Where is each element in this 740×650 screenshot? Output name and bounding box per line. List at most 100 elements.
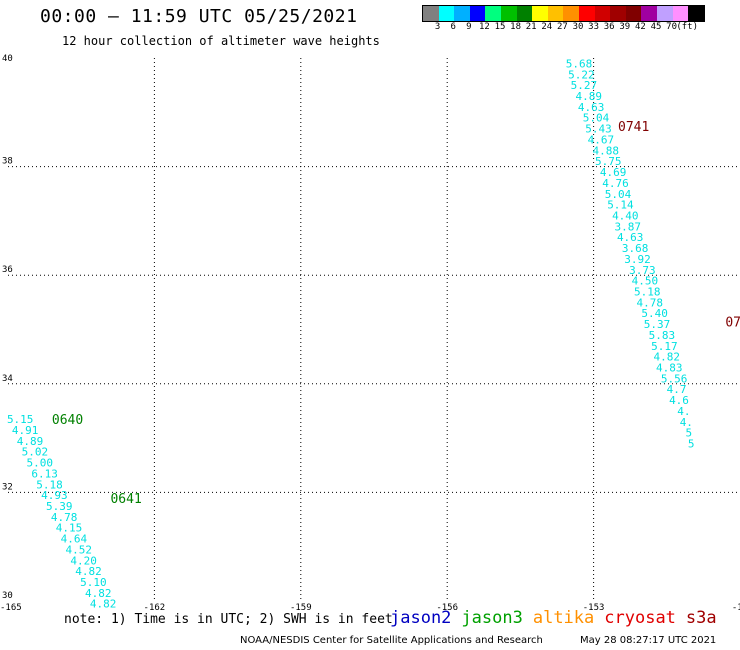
legend-jason2: jason2 <box>390 608 452 628</box>
wave-height-value: 4.82 <box>90 598 117 611</box>
wave-height-value: 5.15 <box>7 413 34 426</box>
color-swatch <box>485 6 501 21</box>
legend-s3a: s3a <box>685 608 717 628</box>
wave-height-value: 5.17 <box>651 340 678 353</box>
color-scale-label: 33 <box>588 22 600 32</box>
legend-jason3: jason3 <box>461 608 523 628</box>
wave-height-value: 4.67 <box>588 133 615 146</box>
wave-height-value: 4.69 <box>600 166 627 179</box>
map-subtitle: 12 hour collection of altimeter wave hei… <box>62 34 380 48</box>
wave-height-value: 4.82 <box>85 587 112 600</box>
color-scale-label: 3 <box>434 22 441 32</box>
generated-timestamp: May 28 08:27:17 UTC 2021 <box>580 635 717 646</box>
wave-height-value: 5.43 <box>585 123 612 136</box>
color-swatch <box>641 6 657 21</box>
color-swatch <box>656 6 673 21</box>
wave-height-value: 4.89 <box>17 435 44 448</box>
wave-height-value: 4.93 <box>41 489 68 502</box>
axis-ticks: -165 -162 -159 -156 -153 -15 40 38 36 34 32 30 <box>0 54 740 613</box>
color-swatch <box>438 6 455 21</box>
wave-height-value: 4.15 <box>56 522 83 535</box>
color-scale-label: 42 <box>634 22 646 32</box>
wave-height-value: 4.63 <box>617 231 644 244</box>
x-tick-label: -162 <box>144 603 166 613</box>
wave-height-value: 5.27 <box>571 79 598 92</box>
wave-height-value: 4.50 <box>632 275 659 288</box>
color-scale-label: 27 <box>556 22 568 32</box>
color-scale-label: 6 <box>450 22 456 32</box>
wave-height-value: 4.78 <box>636 296 663 309</box>
color-scale-label: 21 <box>525 22 537 32</box>
color-scale-label: 12 <box>478 22 490 32</box>
wave-height-value: 5.02 <box>22 446 49 459</box>
color-swatch <box>454 6 470 21</box>
pass-time-label: 0741 <box>618 120 649 135</box>
pass-time-label: 07 <box>725 315 740 330</box>
color-swatch <box>423 6 439 21</box>
wave-height-value: 5 <box>685 427 692 440</box>
credit-line: NOAA/NESDIS Center for Satellite Applica… <box>240 635 543 646</box>
pass-time-labels: 0640 0641 0741 07 <box>52 120 740 507</box>
wave-height-value: 4.83 <box>656 362 683 375</box>
wave-height-value: 5.14 <box>607 199 634 212</box>
x-tick-label: -15 <box>732 603 740 613</box>
y-tick-label: 38 <box>2 157 13 167</box>
color-swatch <box>500 6 517 21</box>
wave-height-value: 3.73 <box>629 264 656 277</box>
color-scale-label: 70 <box>666 22 678 32</box>
color-swatch <box>672 6 689 21</box>
map-title: 00:00 – 11:59 UTC 05/25/2021 <box>40 6 358 27</box>
wave-height-value: 5.04 <box>605 188 632 201</box>
color-swatch <box>610 6 626 21</box>
y-tick-label: 40 <box>2 54 13 64</box>
wave-height-value: 4. <box>680 416 693 429</box>
wave-height-value: 4.88 <box>593 144 620 157</box>
color-swatch <box>547 6 564 21</box>
wave-height-value: 4.7 <box>667 383 687 396</box>
color-swatch <box>594 6 611 21</box>
wave-height-value: 5.10 <box>80 576 107 589</box>
wave-height-value: 3.87 <box>615 220 642 233</box>
wave-height-value: 4.52 <box>66 543 93 556</box>
x-tick-label: -153 <box>583 603 605 613</box>
color-scale-label: 24 <box>541 22 553 32</box>
color-swatch <box>516 6 533 21</box>
wave-height-value: 5.18 <box>634 285 661 298</box>
wave-height-value: 4.89 <box>575 90 602 103</box>
y-tick-label: 34 <box>2 374 13 384</box>
color-scale-label: 30 <box>572 22 584 32</box>
pass-time-label: 0641 <box>110 492 141 507</box>
color-swatch <box>532 6 548 21</box>
wave-height-points: 5.154.914.895.025.006.135.184.935.394.78… <box>7 57 695 610</box>
legend-altika: altika <box>532 608 595 628</box>
lat-lon-grid <box>8 58 740 601</box>
wave-height-value: 4.82 <box>654 351 681 364</box>
color-scale-labels: 3 6 9 12 15 18 21 24 27 30 33 36 39 42 45 70 (ft) <box>422 22 740 34</box>
color-scale-label: (ft) <box>676 22 699 32</box>
wave-height-value: 4.20 <box>70 554 97 567</box>
wave-height-value: 4.91 <box>12 424 39 437</box>
x-tick-label: -165 <box>0 603 22 613</box>
wave-height-value: 4.78 <box>51 511 78 524</box>
color-scale-label: 9 <box>466 22 472 32</box>
wave-height-value: 5.56 <box>661 372 688 385</box>
wave-height-value: 4.64 <box>61 533 88 546</box>
wave-height-value: 4. <box>677 405 690 418</box>
y-tick-label: 30 <box>2 591 13 601</box>
wave-height-value: 5.75 <box>595 155 622 168</box>
wave-height-value: 5.04 <box>583 112 610 125</box>
color-swatch <box>578 6 595 21</box>
color-scale-label: 18 <box>510 22 522 32</box>
legend-cryosat: cryosat <box>604 608 676 628</box>
wave-height-value: 5.22 <box>568 68 595 81</box>
color-swatch <box>469 6 486 21</box>
color-swatch <box>688 6 704 21</box>
wave-height-value: 4.82 <box>75 565 102 578</box>
wave-height-value: 3.68 <box>622 242 649 255</box>
wave-height-value: 4.40 <box>612 209 639 222</box>
color-scale-label: 36 <box>603 22 615 32</box>
y-tick-label: 36 <box>2 265 13 275</box>
wave-height-value: 5.00 <box>26 457 53 470</box>
wave-height-value: 5.37 <box>644 318 671 331</box>
